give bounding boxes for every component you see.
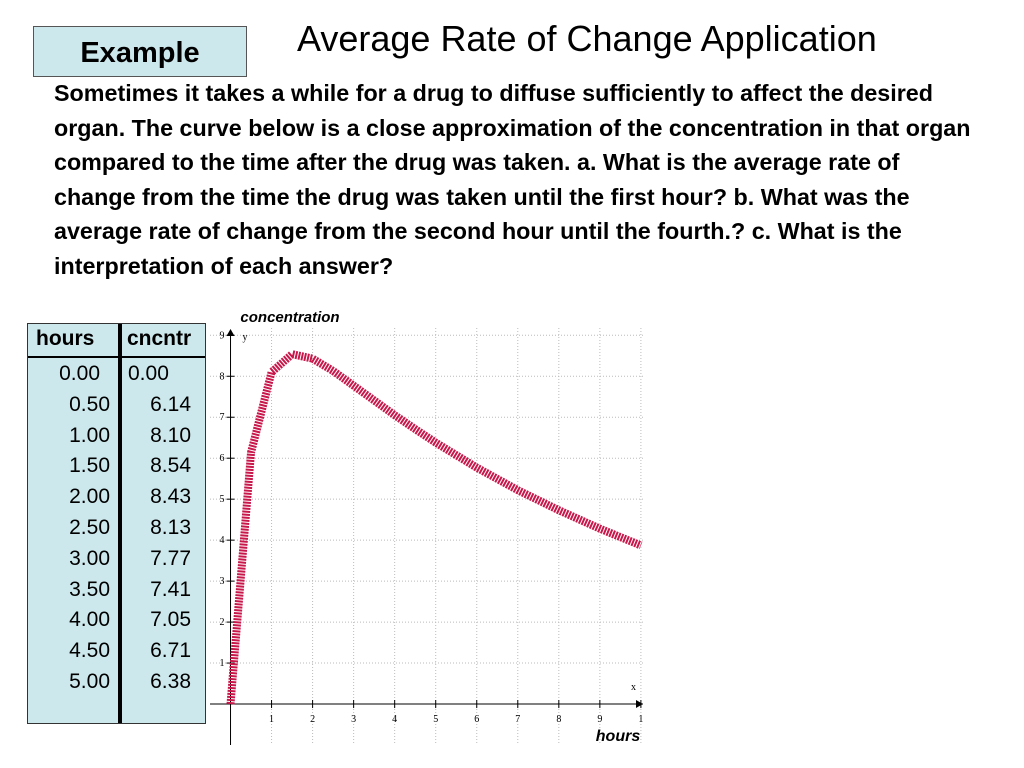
table-cell: 8.13: [150, 516, 191, 539]
header-rule: [28, 356, 205, 358]
x-tick-label: 3: [351, 714, 356, 725]
y-axis-name: y: [243, 332, 248, 343]
x-axis-label: hours: [596, 728, 641, 745]
y-tick-label: 7: [220, 412, 225, 423]
x-tick-label: 5: [433, 714, 438, 725]
table-cell: 3.50: [69, 577, 110, 601]
x-tick-label: 1: [638, 714, 643, 725]
table-cell: 8.54: [150, 454, 191, 478]
table-cell: 5.00: [69, 670, 110, 693]
example-label: Example: [33, 26, 247, 77]
table-cell: 8.10: [150, 423, 191, 447]
table-cell: 6.14: [150, 392, 191, 416]
x-tick-label: 1: [269, 714, 274, 725]
y-tick-label: 8: [220, 371, 225, 382]
y-tick-label: 3: [220, 576, 225, 587]
table-cell: 0.00: [59, 362, 100, 385]
column-divider: [118, 324, 122, 723]
x-tick-label: 4: [392, 714, 397, 725]
column-header: hours: [36, 327, 95, 350]
concentration-curve: [226, 350, 643, 705]
table-cell: 8.43: [150, 485, 191, 509]
y-tick-label: 4: [220, 535, 225, 546]
table-cell: 7.05: [150, 608, 191, 632]
y-tick-label: 5: [220, 494, 225, 505]
data-table: hours cncntr 0.00 0.00 0.50 6.14 1.00 8.10 1.50 8…: [27, 323, 206, 724]
table-cell: 6.71: [150, 639, 191, 663]
x-tick-label: 2: [310, 714, 315, 725]
table-cell: 4.50: [69, 639, 110, 663]
x-axis-name: x: [631, 682, 636, 693]
problem-text: Sometimes it takes a while for a drug to…: [54, 80, 971, 279]
table-cell: 2.50: [69, 516, 110, 539]
x-axis-arrow: [636, 700, 643, 709]
table-cell: 7.77: [150, 546, 191, 570]
table-cell: 6.38: [150, 670, 191, 693]
y-axis-arrow: [226, 329, 235, 336]
x-tick-label: 9: [597, 714, 602, 725]
x-tick-label: 7: [515, 714, 520, 725]
column-header: cncntr: [127, 327, 192, 350]
y-tick-label: 9: [220, 330, 225, 341]
table-cell: 1.50: [69, 454, 110, 478]
table-cell: 0.50: [69, 392, 110, 416]
table-cell: 0.00: [128, 362, 169, 385]
table-cell: 2.00: [69, 485, 110, 509]
table-cell: 7.41: [150, 577, 191, 601]
slide-title: Average Rate of Change Application: [297, 18, 877, 59]
y-tick-label: 2: [220, 617, 225, 628]
table-cell: 4.00: [69, 608, 110, 632]
table-cell: 3.00: [69, 546, 110, 570]
x-tick-label: 8: [556, 714, 561, 725]
y-tick-label: 1: [220, 658, 225, 669]
y-tick-label: 6: [220, 453, 225, 464]
y-axis-label: concentration: [240, 309, 339, 326]
x-tick-label: 6: [474, 714, 479, 725]
table-cell: 1.00: [69, 423, 110, 447]
plot-area: [206, 323, 645, 745]
